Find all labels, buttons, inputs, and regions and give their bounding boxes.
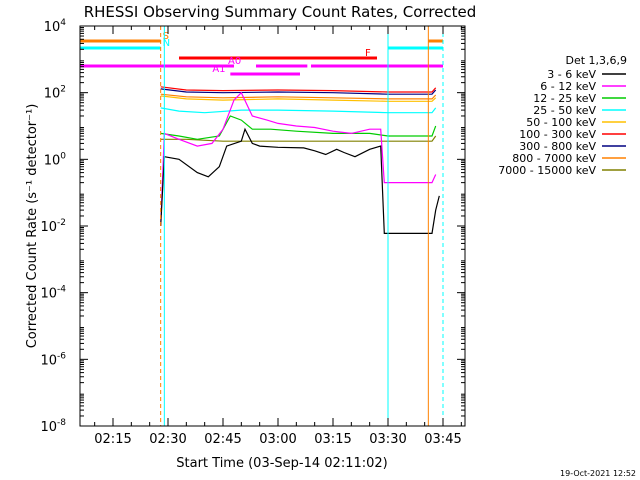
y-tick-label: 100 xyxy=(44,151,67,168)
legend-label: 6 - 12 keV xyxy=(540,80,596,93)
y-axis-label: Corrected Count Rate (s⁻¹ detector⁻¹) xyxy=(25,104,40,349)
series-line xyxy=(160,135,437,142)
x-tick-label: 02:45 xyxy=(204,432,241,447)
vertical-markers-layer xyxy=(79,26,444,426)
legend-label: 7000 - 15000 keV xyxy=(498,164,596,177)
series-line xyxy=(160,107,437,114)
legend-label: 12 - 25 keV xyxy=(533,92,596,105)
series-line xyxy=(160,95,437,102)
axes-layer: 02:15 02:30 02:45 03:00 03:15 03:30 03:45 10-8 1… xyxy=(40,18,465,447)
legend-label: 300 - 800 keV xyxy=(519,140,596,153)
x-tick-label: 02:15 xyxy=(94,432,131,447)
plot-frame xyxy=(79,25,466,427)
series-line xyxy=(160,93,437,100)
legend-label: 50 - 100 keV xyxy=(526,116,596,129)
flag-label-s: S xyxy=(163,31,169,42)
flag-label-f: F xyxy=(365,48,371,59)
series-layer xyxy=(160,86,440,234)
series-line xyxy=(160,91,437,227)
y-tick-label: 10-4 xyxy=(40,285,66,302)
y-tick-label: 104 xyxy=(44,18,67,35)
flag-label-a0: A0 xyxy=(228,56,241,67)
x-tick-label: 03:45 xyxy=(424,432,461,447)
legend-label: 3 - 6 keV xyxy=(547,68,596,81)
series-line xyxy=(160,86,437,93)
legend-label: 800 - 7000 keV xyxy=(512,152,596,165)
legend-title: Det 1,3,6,9 xyxy=(565,54,627,67)
footer-date: 19-Oct-2021 12:52 xyxy=(560,469,636,478)
legend-label: 100 - 300 keV xyxy=(519,128,596,141)
y-tick-label: 10-8 xyxy=(40,418,66,435)
chart-title: RHESSI Observing Summary Count Rates, Co… xyxy=(84,3,477,21)
legend-label: 25 - 50 keV xyxy=(533,104,596,117)
x-tick-label: 03:15 xyxy=(314,432,351,447)
series-line xyxy=(160,88,437,95)
flag-label-a1: A1 xyxy=(212,64,225,75)
x-tick-label: 03:00 xyxy=(259,432,296,447)
x-axis-label: Start Time (03-Sep-14 02:11:02) xyxy=(176,456,387,471)
x-tick-label: 03:30 xyxy=(369,432,406,447)
flag-label-n: N xyxy=(163,38,170,49)
series-line xyxy=(160,127,440,234)
y-tick-label: 10-2 xyxy=(40,218,66,235)
x-tick-label: 02:30 xyxy=(149,432,186,447)
y-tick-label: 10-6 xyxy=(40,351,66,368)
series-line xyxy=(160,115,437,140)
y-tick-label: 102 xyxy=(44,85,66,102)
